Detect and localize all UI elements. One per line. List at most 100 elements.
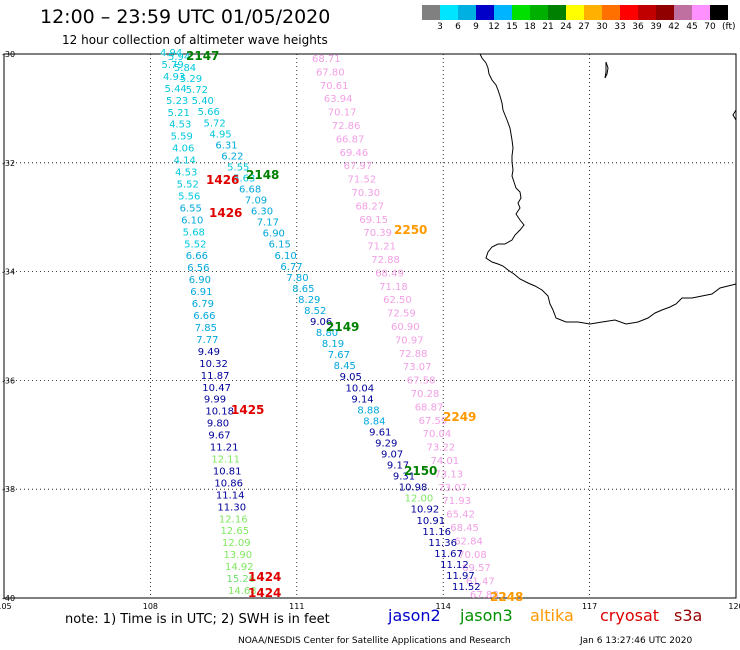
wave-height-value: 10.47 (202, 383, 231, 394)
wave-height-value: 9.17 (387, 461, 409, 472)
colorbar-label: 3 (437, 22, 443, 32)
wave-height-value: 10.18 (205, 407, 234, 418)
wave-height-value: 68.45 (450, 523, 479, 534)
colorbar-swatch (494, 5, 512, 20)
wave-height-value: 12.65 (220, 526, 249, 537)
colorbar-swatch (530, 5, 548, 20)
wave-height-value: 5.66 (198, 107, 220, 118)
wave-height-value: 9.67 (208, 431, 230, 442)
australia-coastline (479, 53, 737, 325)
colorbar-label: 36 (632, 22, 644, 32)
wave-height-value: 11.87 (201, 371, 230, 382)
colorbar-label: 15 (506, 22, 518, 32)
wave-height-value: 8.80 (316, 328, 338, 339)
colorbar-swatch (548, 5, 566, 20)
wave-height-value: 71.21 (367, 242, 396, 253)
wave-height-value: 11.14 (216, 490, 245, 501)
wave-height-value: 5.79 (162, 60, 184, 71)
colorbar-swatch (566, 5, 584, 20)
wave-height-value: 11.12 (440, 560, 469, 571)
wave-height-value: 9.14 (351, 394, 373, 405)
colorbar-label: 21 (542, 22, 554, 32)
wave-height-value: 6.15 (269, 240, 291, 251)
wave-height-value: 7.77 (196, 335, 218, 346)
colorbar-swatch (476, 5, 494, 20)
wave-height-value: 14.68 (228, 586, 257, 597)
colorbar-swatch (422, 5, 440, 20)
x-tick-label: 108 (143, 602, 158, 611)
wave-height-value: 74.01 (431, 456, 460, 467)
pass-time-label: 2147 (186, 49, 219, 63)
wave-height-value: 6.10 (181, 215, 203, 226)
colorbar-label: 30 (596, 22, 608, 32)
coastline-shark-bay-peninsula (604, 61, 609, 79)
wave-height-value: 61.47 (466, 577, 495, 588)
y-tick-label: -38 (2, 485, 15, 494)
wave-height-value: 70.97 (395, 335, 424, 346)
colorbar-label: 9 (473, 22, 479, 32)
wave-height-value: 70.04 (423, 429, 452, 440)
wave-height-value: 8.88 (357, 405, 379, 416)
wave-height-value: 12.09 (222, 538, 251, 549)
wave-height-value: 7.67 (328, 350, 350, 361)
pass-time-label: 2149 (326, 320, 359, 334)
legend-jason3: jason3 (460, 606, 513, 625)
wave-height-value: 5.23 (166, 96, 188, 107)
wave-height-value: 6.91 (190, 287, 212, 298)
wave-height-value: 9.99 (204, 395, 226, 406)
wave-height-value: 12.00 (405, 494, 434, 505)
wave-height-value: 9.07 (381, 450, 403, 461)
wave-height-value: 67.88 (470, 590, 499, 601)
wave-height-value: 69.57 (462, 563, 491, 574)
wave-height-value: 11.67 (434, 549, 463, 560)
colorbar-swatch (656, 5, 674, 20)
wave-height-value: 73.07 (403, 362, 432, 373)
wave-height-value: 67.80 (316, 67, 345, 78)
wave-height-value: 8.45 (334, 361, 356, 372)
colorbar-label: 39 (650, 22, 662, 32)
legend-altika: altika (530, 606, 574, 625)
wave-height-value: 68.71 (312, 54, 341, 65)
wave-height-value: 9.80 (207, 419, 229, 430)
wave-height-value: 60.90 (391, 322, 420, 333)
wave-height-value: 13.90 (223, 550, 252, 561)
wave-height-value: 5.52 (184, 239, 206, 250)
wave-height-value: 7.09 (245, 196, 267, 207)
wave-height-value: 73.13 (434, 469, 463, 480)
wave-height-value: 9.06 (310, 317, 332, 328)
wave-height-value: 71.52 (348, 175, 377, 186)
wave-height-value: 5.55 (227, 162, 249, 173)
pass-time-label: 1426 (206, 173, 239, 187)
wave-height-value: 9.05 (340, 372, 362, 383)
wave-height-value: 70.39 (363, 228, 392, 239)
wave-height-value: 6.55 (180, 203, 202, 214)
wave-height-value: 5.44 (165, 84, 187, 95)
wave-height-value: 12.16 (219, 514, 248, 525)
wave-height-value: 6.31 (215, 140, 237, 151)
wave-height-value: 67.59 (419, 416, 448, 427)
wave-height-value: 63.94 (324, 94, 353, 105)
wave-height-value: 5.52 (177, 180, 199, 191)
wave-height-value: 4.06 (172, 144, 194, 155)
wave-height-value: 6.90 (263, 229, 285, 240)
wave-height-value: 5.68 (183, 227, 205, 238)
colorbar-label: 24 (560, 22, 572, 32)
x-tick-label: 114 (436, 602, 451, 611)
wave-height-value: 10.98 (399, 483, 428, 494)
wave-height-value: 5.63 (233, 173, 255, 184)
wave-height-value: 68.87 (415, 402, 444, 413)
wave-height-value: 6.77 (280, 262, 302, 273)
wave-height-value: 4.94 (160, 48, 182, 59)
wave-height-value: 68.27 (355, 201, 384, 212)
pass-time-label: 2148 (246, 168, 279, 182)
wave-height-value: 71.18 (379, 282, 408, 293)
wave-height-value: 70.08 (458, 550, 487, 561)
wave-height-value: 10.91 (417, 516, 446, 527)
y-tick-label: -34 (2, 268, 15, 277)
wave-height-value: 11.52 (452, 582, 481, 593)
legend-cryosat: cryosat (600, 606, 660, 625)
wave-height-value: 6.56 (187, 263, 209, 274)
pass-time-label: 2248 (490, 590, 523, 604)
pass-time-label: 2249 (443, 410, 476, 424)
